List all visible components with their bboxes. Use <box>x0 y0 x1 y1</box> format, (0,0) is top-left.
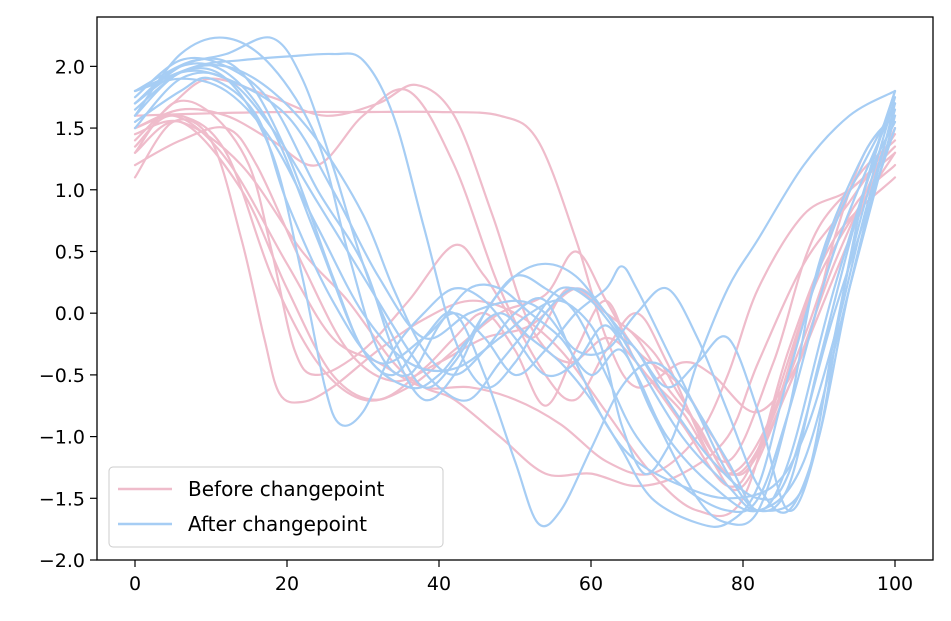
series-line-after-16 <box>133 57 897 528</box>
series-line-after-20 <box>133 76 897 513</box>
x-tick-label: 100 <box>877 573 913 595</box>
x-tick-label: 60 <box>579 573 603 595</box>
series-line-before-10 <box>133 88 897 492</box>
y-tick-label: −0.5 <box>39 365 85 387</box>
y-tick-label: 0.5 <box>55 241 85 263</box>
x-axis: 0 20 40 60 80 100 <box>129 560 913 595</box>
series-line-after-19 <box>133 63 897 500</box>
y-tick-label: 2.0 <box>55 56 85 78</box>
y-tick-label: 1.0 <box>55 180 85 202</box>
series-line-after-21 <box>133 69 897 514</box>
x-tick-label: 20 <box>275 573 299 595</box>
series-line-before-4 <box>133 77 897 488</box>
y-tick-label: −2.0 <box>39 550 85 572</box>
y-tick-label: −1.5 <box>39 488 85 510</box>
legend: Before changepoint After changepoint <box>108 466 444 548</box>
series-line-before-1 <box>133 110 897 414</box>
x-tick-label: 0 <box>129 573 141 595</box>
legend-box <box>108 466 444 548</box>
series-line-before-7 <box>133 120 897 475</box>
series-line-after-17 <box>133 71 897 501</box>
series-line-before-8 <box>133 119 897 488</box>
plot-frame <box>96 16 934 561</box>
series-line-before-6 <box>133 114 897 476</box>
series-line-before-2 <box>133 99 897 463</box>
x-tick-label: 40 <box>427 573 451 595</box>
series-line-before-3 <box>133 118 897 518</box>
series-line-after-22 <box>133 77 897 476</box>
series-line-after-18 <box>133 56 897 512</box>
legend-label-before: Before changepoint <box>188 477 385 501</box>
x-tick-label: 80 <box>731 573 755 595</box>
series-line-before-5 <box>133 113 897 477</box>
y-tick-label: 0.0 <box>55 303 85 325</box>
legend-label-after: After changepoint <box>188 512 367 536</box>
series-line-before-9 <box>133 126 897 476</box>
series-lines <box>133 36 897 528</box>
y-axis: −2.0 −1.5 −1.0 −0.5 0.0 0.5 1.0 1.5 2.0 <box>39 56 97 572</box>
y-tick-label: −1.0 <box>39 427 85 449</box>
y-tick-label: 1.5 <box>55 118 85 140</box>
series-line-after-15 <box>133 62 897 528</box>
